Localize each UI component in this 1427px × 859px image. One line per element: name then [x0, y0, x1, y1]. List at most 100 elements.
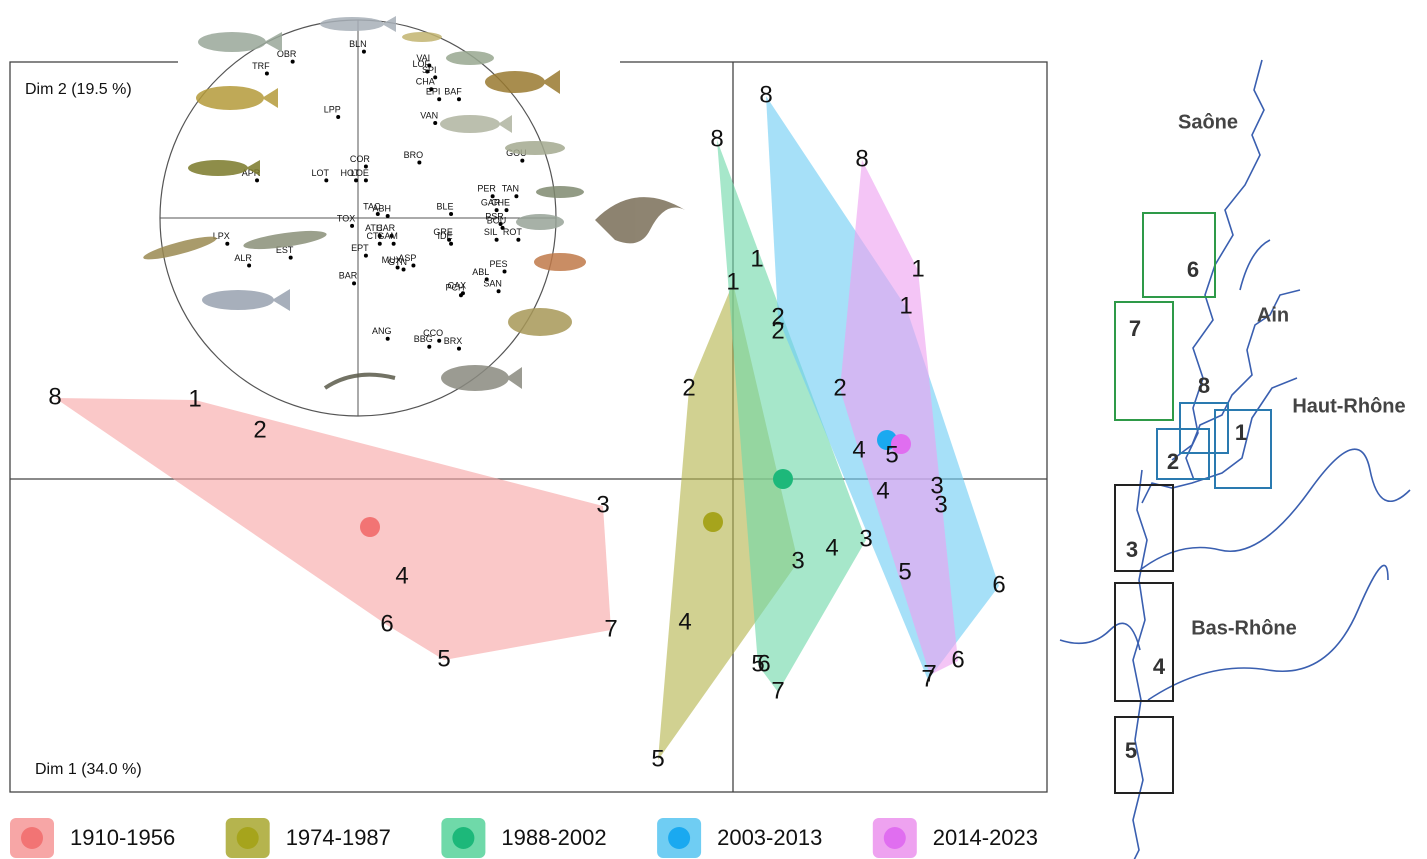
variable-point — [520, 158, 525, 163]
section-box — [1214, 409, 1272, 489]
variable-label: OBR — [277, 49, 297, 59]
variable-label: BOU — [487, 215, 507, 225]
section-label: 3 — [791, 547, 804, 574]
section-label: 8 — [710, 125, 723, 152]
variable-label: CHA — [416, 77, 435, 87]
section-box — [1114, 484, 1174, 572]
section-label: 7 — [921, 665, 934, 692]
legend-label: 1910-1956 — [70, 825, 175, 850]
variable-label: ALR — [234, 253, 252, 263]
variable-label: BAR — [339, 271, 358, 281]
variable-label: ATH — [365, 223, 382, 233]
section-box — [1114, 582, 1174, 702]
variable-label: CAR — [376, 223, 396, 233]
variable-point — [385, 336, 390, 341]
variable-point — [375, 212, 380, 217]
region-label: Ain — [1257, 304, 1289, 326]
section-label: 7 — [923, 660, 936, 687]
variable-label: BRX — [444, 336, 463, 346]
variable-label: TAN — [502, 184, 519, 194]
section-number: 7 — [1129, 316, 1141, 341]
variable-point — [433, 120, 438, 125]
variable-label: ROT — [503, 227, 523, 237]
region-label: Haut-Rhône — [1292, 395, 1405, 417]
variable-point — [264, 71, 269, 76]
section-label: 1 — [911, 255, 924, 282]
variable-point — [389, 233, 394, 238]
fish-illustrations — [143, 16, 685, 391]
variable-point — [427, 63, 432, 68]
variable-label: EST — [276, 245, 294, 255]
section-label: 3 — [596, 491, 609, 518]
variable-point — [502, 269, 507, 274]
variable-point — [514, 194, 519, 199]
river-trib-1 — [1139, 448, 1411, 571]
section-box — [1142, 212, 1216, 298]
variable-point — [456, 346, 461, 351]
variable-point — [494, 208, 499, 213]
variable-point — [361, 49, 366, 54]
legend: 1910-1956 1974-1987 1988-2002 2003-2013 2014… — [10, 818, 1038, 858]
variable-point — [498, 221, 503, 226]
section-label: 1 — [899, 292, 912, 319]
section-number: 6 — [1187, 257, 1199, 282]
section-number: 8 — [1198, 373, 1210, 398]
section-label: 1 — [188, 385, 201, 412]
section-number: 2 — [1167, 449, 1179, 474]
variable-point — [225, 241, 230, 246]
variable-label: ABH — [372, 203, 391, 213]
section-label: 4 — [825, 534, 838, 561]
section-label: 7 — [771, 677, 784, 704]
variable-point — [433, 75, 438, 80]
variable-point — [449, 241, 454, 246]
variable-label: MUX — [382, 255, 402, 265]
variable-label: EPT — [351, 243, 369, 253]
variable-label: HOT — [341, 168, 361, 178]
legend-label: 1974-1987 — [286, 825, 391, 850]
variable-label: ASP — [398, 253, 416, 263]
variable-point — [255, 178, 260, 183]
section-label: 5 — [885, 441, 898, 468]
variable-label: PCH — [445, 283, 464, 293]
section-label: 4 — [678, 608, 691, 635]
variable-point — [363, 253, 368, 258]
variable-point — [363, 178, 368, 183]
centroid — [891, 434, 911, 454]
section-label: 1 — [750, 245, 763, 272]
variable-point — [352, 281, 357, 286]
variable-label: ANG — [372, 326, 392, 336]
variable-label: LOF — [413, 59, 431, 69]
section-label: 5 — [437, 645, 450, 672]
variable-point — [247, 263, 252, 268]
section-label: 2 — [253, 416, 266, 443]
variable-label: CHE — [491, 197, 510, 207]
section-box — [1114, 301, 1174, 421]
section-label: 3 — [930, 472, 943, 499]
variable-point — [288, 255, 293, 260]
centroid — [703, 512, 723, 532]
variable-label: SAN — [483, 279, 502, 289]
variable-label: SPI — [422, 65, 437, 75]
variable-point — [490, 194, 495, 199]
y-axis-title: Dim 2 (19.5 %) — [25, 81, 132, 98]
section-label: 4 — [395, 562, 408, 589]
region-label: Bas-Rhône — [1191, 617, 1297, 639]
variable-point — [516, 237, 521, 242]
river-trib-3 — [1059, 622, 1141, 651]
variable-label: BRO — [404, 150, 424, 160]
section-label: 5 — [898, 558, 911, 585]
variable-point — [336, 115, 341, 120]
variable-point — [411, 263, 416, 268]
variable-label: GRE — [433, 227, 453, 237]
variable-point — [504, 208, 509, 213]
section-number: 5 — [1125, 738, 1137, 763]
legend-dot — [883, 827, 906, 849]
section-label: 1 — [726, 268, 739, 295]
variable-point — [324, 178, 329, 183]
variable-point — [447, 237, 452, 242]
section-label: 6 — [380, 610, 393, 637]
variable-label: CCO — [423, 328, 443, 338]
variable-label: VAI — [416, 53, 430, 63]
